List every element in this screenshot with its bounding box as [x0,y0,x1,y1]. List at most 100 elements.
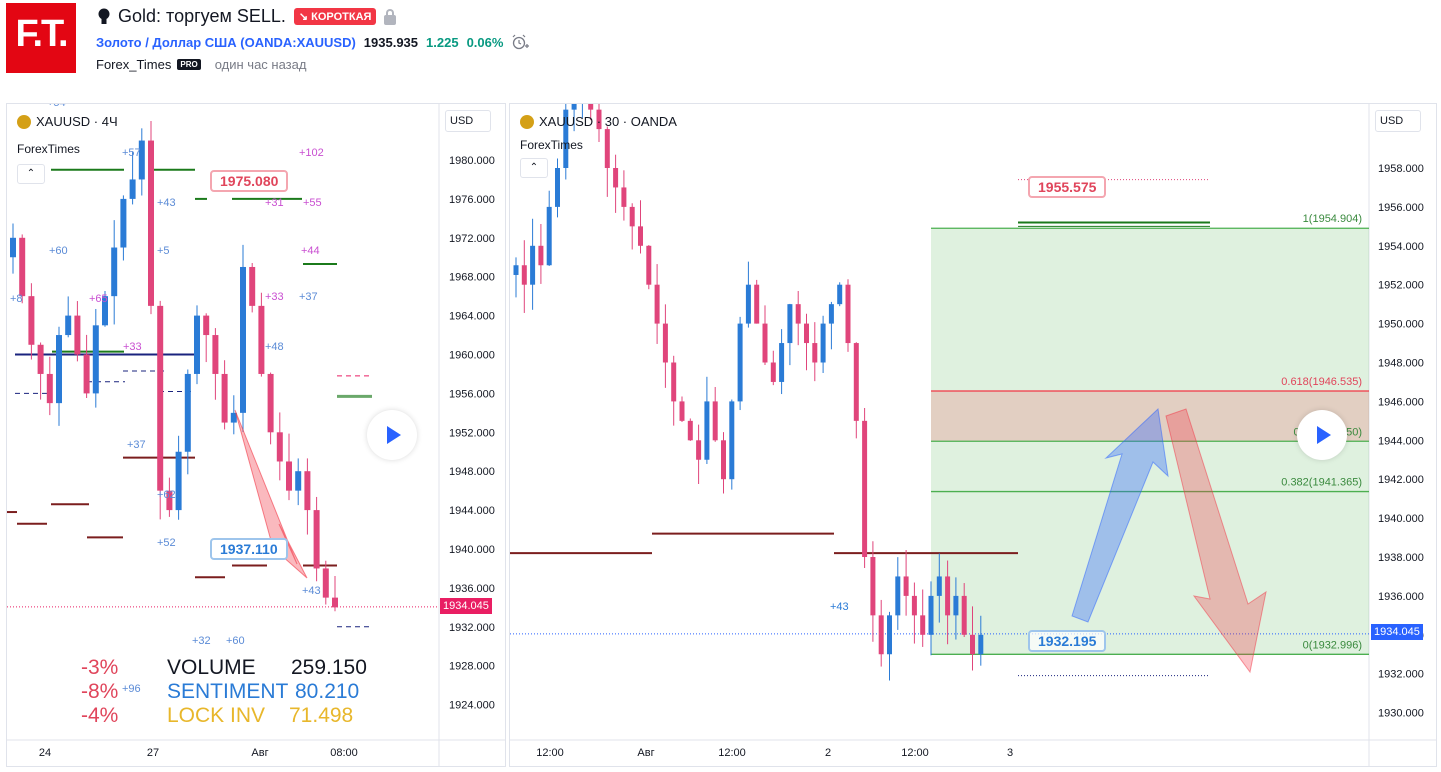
collapse-chevron-icon[interactable]: ⌃ [520,158,548,178]
symbol-line: Золото / Доллар США (OANDA:XAUUSD) 1935.… [96,34,530,50]
y-tick-label: 1976.000 [449,194,495,206]
right-chart-symbol-label: XAUUSD · 30 · OANDA [539,114,677,129]
volume-label: +96 [122,683,141,695]
candle-body [729,401,735,480]
candle-body [970,634,975,655]
candle-body [203,315,210,336]
volume-label: +31 [265,197,284,209]
candle-body [787,304,793,344]
volume-label: +55 [303,197,322,209]
y-tick-label: 1932.000 [449,622,495,634]
candle-body [175,451,182,511]
candle-body [28,296,35,345]
volume-label: +43 [830,601,849,613]
candle-body [184,373,191,452]
y-tick-label: 1946.000 [1378,396,1424,408]
candle-body [804,323,809,344]
candle-body [696,440,702,460]
x-tick-label: 24 [39,747,51,759]
right-chart-panel[interactable]: 1958.000 1956.000 1954.000 1952.000 1950.000… [509,103,1437,767]
direction-badge: ↘ КОРОТКАЯ [293,8,377,25]
candle-body [920,615,926,635]
y-tick-label: 1960.000 [449,350,495,362]
symbol-name-link[interactable]: Золото / Доллар США [96,34,237,50]
stat-row: -4% LOCK INV 71.498 [81,704,381,728]
left-chart-canvas[interactable]: 1980.000 1976.000 1972.000 1968.000 1964.000… [7,104,505,766]
y-tick-label: 1936.000 [1378,591,1424,603]
left-chart-symbol[interactable]: XAUUSD · 4Ч [17,114,118,129]
candle-body [928,595,934,635]
candle-body [83,354,90,394]
y-tick-label: 1938.000 [1378,552,1424,564]
y-tick-label: 1952.000 [1378,280,1424,292]
published-time: один час назад [214,57,307,72]
y-tick-label: 1972.000 [449,233,495,245]
candle-body [304,471,311,511]
candle-body [903,576,909,596]
candle-body [737,323,743,402]
candle-body [120,198,127,248]
candle-body [853,343,859,421]
candle-body [687,420,693,441]
volume-label: +33 [123,341,142,353]
high-price-callout: 1955.575 [1028,176,1107,198]
volume-label: +43 [157,197,176,209]
volume-label: VOLUME [167,656,256,679]
candle-body [56,335,62,404]
candle-body [812,343,818,363]
candle-body [887,615,892,655]
idea-title-row: Gold: торгуем SELL. ↘ КОРОТКАЯ [98,6,397,27]
candle-body [945,576,951,616]
y-tick-label: 1928.000 [449,661,495,673]
volume-label: +33 [265,291,284,303]
alarm-clock-icon[interactable] [511,34,530,50]
author-line: Forex_Times PRO один час назад [96,57,306,72]
forextimes-logo[interactable]: F.T. [6,3,76,73]
candle-body [721,440,726,480]
candle-body [37,344,44,374]
candle-body [770,362,776,382]
y-tick-label: 1964.000 [449,311,495,323]
candle-body [102,296,108,326]
candle-body [911,595,917,616]
right-currency-button[interactable]: USD [1375,110,1421,132]
candle-body [546,206,552,266]
x-tick-label: Авг [251,747,268,759]
play-video-button[interactable] [367,410,417,460]
y-tick-label: 1980.000 [449,155,495,167]
candle-body [221,373,228,423]
candle-body [978,634,984,655]
candle-body [129,179,136,199]
candle-body [662,323,668,363]
x-tick-label: 2 [825,747,831,759]
symbol-price: 1935.935 [363,34,419,50]
fib-level-label: 0.382(1941.365) [1281,477,1362,489]
play-video-button[interactable] [1297,410,1347,460]
volume-label: +62 [157,489,176,501]
right-chart-canvas[interactable]: 1958.000 1956.000 1954.000 1952.000 1950.000… [510,104,1436,766]
candle-body [92,325,99,394]
x-tick-label: 12:00 [901,747,929,759]
candle-body [111,247,118,297]
candle-body [65,315,72,336]
right-chart-symbol[interactable]: XAUUSD · 30 · OANDA [520,114,677,129]
volume-label: +43 [302,585,321,597]
y-tick-label: 1958.000 [1378,163,1424,175]
collapse-chevron-icon[interactable]: ⌃ [17,164,45,184]
candle-body [571,104,577,110]
candle-body [332,597,338,608]
left-chart-panel[interactable]: 1980.000 1976.000 1972.000 1968.000 1964.000… [6,103,506,767]
symbol-ticker-link[interactable]: (OANDA:XAUUSD) [240,34,356,50]
left-chart-symbol-label: XAUUSD · 4Ч [36,114,118,129]
sentiment-label: SENTIMENT [167,680,289,703]
left-currency-button[interactable]: USD [445,110,491,132]
author-name[interactable]: Forex_Times [96,57,172,72]
volume-label: +44 [301,245,320,257]
candle-body [613,168,619,188]
idea-title: Gold: торгуем SELL. [118,6,286,26]
candle-body [513,265,519,275]
y-tick-label: 1956.000 [1378,202,1424,214]
right-chart-watermark: ForexTimes [520,138,583,152]
candle-body [212,335,219,374]
candle-body [267,373,274,433]
